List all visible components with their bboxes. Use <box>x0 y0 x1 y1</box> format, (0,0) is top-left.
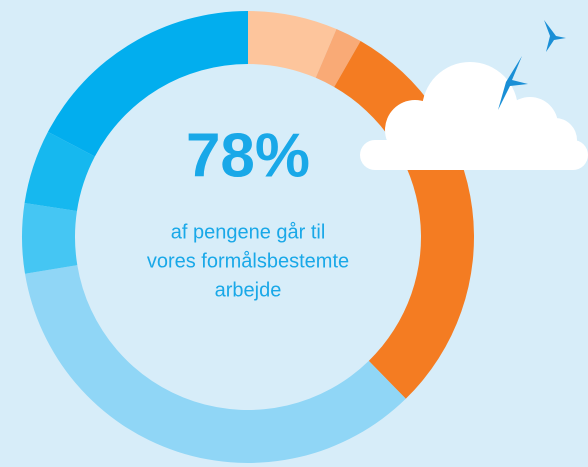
donut-segment <box>21 203 78 274</box>
center-text: af pengene går til <box>171 221 326 243</box>
center-text: arbejde <box>215 279 282 301</box>
cloud <box>360 62 588 170</box>
birds <box>498 20 566 110</box>
donut-segment <box>248 11 337 78</box>
center-text: vores formålsbestemte <box>147 250 349 272</box>
donut-segment <box>47 11 248 157</box>
donut-segment <box>315 29 361 87</box>
donut-segment <box>25 265 406 463</box>
center-value: 78% <box>186 121 310 190</box>
donut-segment <box>24 131 95 212</box>
